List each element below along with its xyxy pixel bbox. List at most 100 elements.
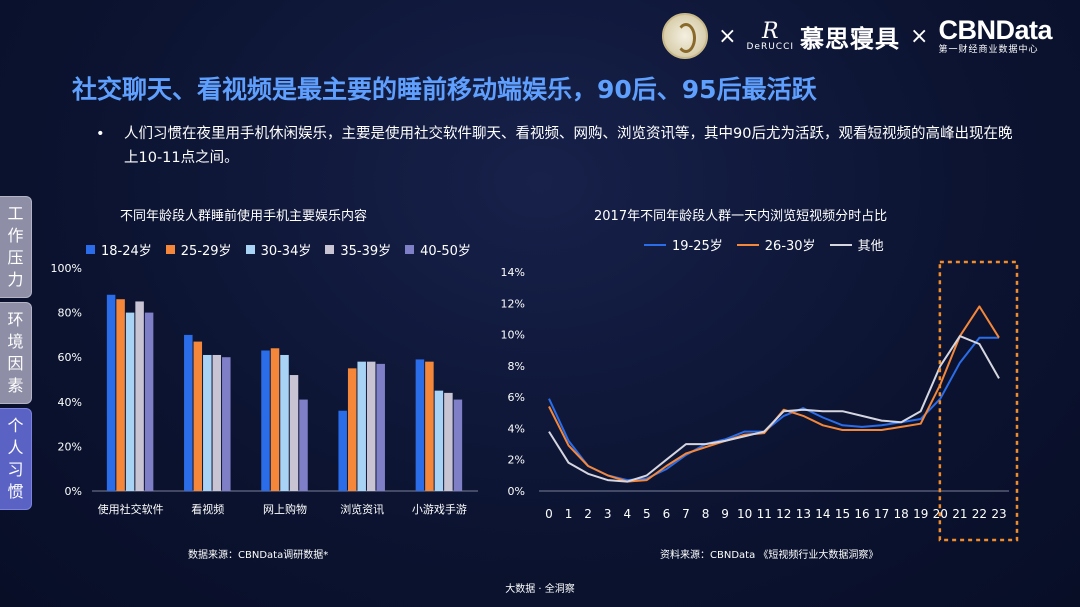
bar-y-tick: 40%: [58, 396, 82, 409]
bar: [135, 301, 144, 491]
line-y-tick: 14%: [501, 266, 525, 279]
line-legend-item: 19-25岁: [644, 235, 723, 254]
bar-legend-item-swatch: [165, 245, 175, 254]
bar-x-tick: 小游戏手游: [412, 502, 467, 516]
line-x-tick: 3: [604, 507, 612, 521]
brand-name: 慕思寝具: [800, 23, 901, 53]
line-y-tick: 8%: [508, 360, 525, 373]
bar: [193, 341, 203, 491]
line-y-tick: 10%: [501, 329, 525, 342]
line-x-tick: 13: [796, 507, 811, 521]
derucci-text: DeRUCCI: [746, 41, 795, 52]
side-tab-personal-habits[interactable]: 个人习惯: [0, 408, 32, 510]
line-x-tick: 6: [663, 507, 671, 521]
line-chart-source: 资料来源：CBNData 《短视频行业大数据洞察》: [660, 550, 879, 561]
bar-legend-item: 30-34岁: [245, 240, 312, 259]
line-legend-item-swatch: [736, 243, 759, 246]
bar: [357, 361, 366, 491]
line-y-tick: 2%: [508, 454, 525, 467]
line-x-tick: 1: [565, 507, 573, 521]
bar-x-tick: 看视频: [191, 502, 224, 516]
line-y-tick: 6%: [508, 391, 525, 404]
bar: [347, 368, 357, 491]
line-x-tick: 12: [776, 507, 791, 521]
bar: [125, 312, 135, 491]
cbndata-logo: CBNData 第一财经商业数据中心: [938, 17, 1052, 55]
bar: [144, 312, 154, 491]
line-y-tick: 0%: [508, 485, 525, 498]
bar-x-tick: 浏览资讯: [340, 502, 384, 516]
line-x-tick: 0: [545, 507, 553, 521]
bar-x-tick: 网上购物: [263, 502, 307, 516]
bar-legend-item-label: 30-34岁: [260, 244, 312, 259]
bar: [280, 354, 289, 491]
line-legend-item: 其他: [829, 235, 884, 254]
line-series: [548, 335, 1000, 483]
line-x-tick: 21: [952, 507, 967, 521]
bar-legend-item-swatch: [405, 245, 415, 254]
bar: [289, 375, 299, 491]
bar-chart-source: 数据来源：CBNData调研数据*: [188, 550, 329, 561]
bar: [116, 299, 125, 491]
bullet-text: 人们习惯在夜里用手机休闲娱乐，主要是使用社交软件聊天、看视频、网购、浏览资讯等，…: [124, 126, 1013, 166]
line-x-tick: 22: [972, 507, 987, 521]
line-x-tick: 7: [682, 507, 690, 521]
bar: [299, 399, 308, 491]
derucci-logo: R DeRUCCI: [746, 18, 795, 52]
highlight-box: [938, 260, 1019, 542]
bar: [106, 294, 116, 491]
line-x-tick: 17: [874, 507, 889, 521]
bar-chart-legend: 18-24岁 25-29岁 30-34岁 35-39岁 40-50岁: [86, 240, 471, 259]
bar: [184, 334, 193, 491]
bar-legend-item: 35-39岁: [325, 240, 391, 259]
line-legend-item-swatch: [644, 243, 666, 246]
cbndata-wordmark: CBNData: [938, 15, 1052, 45]
line-x-tick: 9: [721, 507, 729, 521]
bar-legend-item-swatch: [245, 245, 255, 254]
footer-tagline: 大数据 · 全洞察: [505, 584, 575, 595]
bar-y-tick: 0%: [65, 485, 82, 498]
bar-legend-item-swatch: [86, 245, 95, 254]
bullet-point: • 人们习惯在夜里用手机休闲娱乐，主要是使用社交软件聊天、看视频、网购、浏览资讯…: [96, 122, 1016, 170]
line-legend-item-label: 26-30岁: [764, 239, 816, 254]
bar: [261, 350, 270, 491]
bar: [415, 359, 425, 491]
line-chart-title: 2017年不同年龄段人群一天内浏览短视频分时占比: [594, 209, 888, 224]
line-x-tick: 18: [894, 507, 909, 521]
bar: [425, 361, 434, 491]
bar-legend-item-label: 25-29岁: [180, 244, 232, 259]
line-y-tick: 12%: [501, 297, 525, 310]
bar: [444, 392, 453, 491]
line-legend-item-label: 其他: [857, 239, 884, 254]
seal-logo-icon: [662, 13, 709, 59]
line-x-tick: 23: [991, 507, 1006, 521]
line-x-tick: 19: [913, 507, 928, 521]
bar-y-tick: 60%: [58, 351, 82, 364]
line-x-tick: 5: [643, 507, 651, 521]
bar-legend-item: 18-24岁: [86, 240, 152, 259]
side-tab-environment[interactable]: 环境因素: [0, 302, 32, 404]
bar-legend-item-label: 35-39岁: [340, 244, 392, 259]
logo-bar: × R DeRUCCI 慕思寝具 × CBNData 第一财经商业数据中心: [662, 13, 1052, 59]
bar-legend-item: 40-50岁: [405, 240, 471, 259]
bar-legend-item-swatch: [325, 245, 335, 254]
bar-legend-item: 25-29岁: [165, 240, 232, 259]
times-symbol: ×: [718, 23, 737, 49]
line-x-tick: 4: [623, 507, 631, 521]
bar: [366, 361, 376, 491]
line-chart-legend: 19-25岁 26-30岁 其他: [644, 235, 884, 254]
side-tabs: 工作压力 环境因素 个人习惯: [0, 196, 34, 514]
bullet-dot: •: [96, 126, 105, 142]
line-x-tick: 10: [737, 507, 752, 521]
bar: [434, 390, 444, 491]
bar: [270, 348, 280, 491]
line-x-tick: 8: [702, 507, 710, 521]
bar: [212, 354, 222, 491]
cbndata-subtitle: 第一财经商业数据中心: [938, 45, 1039, 55]
bar: [338, 410, 347, 491]
derucci-mark: R: [761, 18, 779, 44]
side-tab-work-pressure[interactable]: 工作压力: [0, 196, 32, 298]
bar-x-tick: 使用社交软件: [98, 502, 164, 516]
